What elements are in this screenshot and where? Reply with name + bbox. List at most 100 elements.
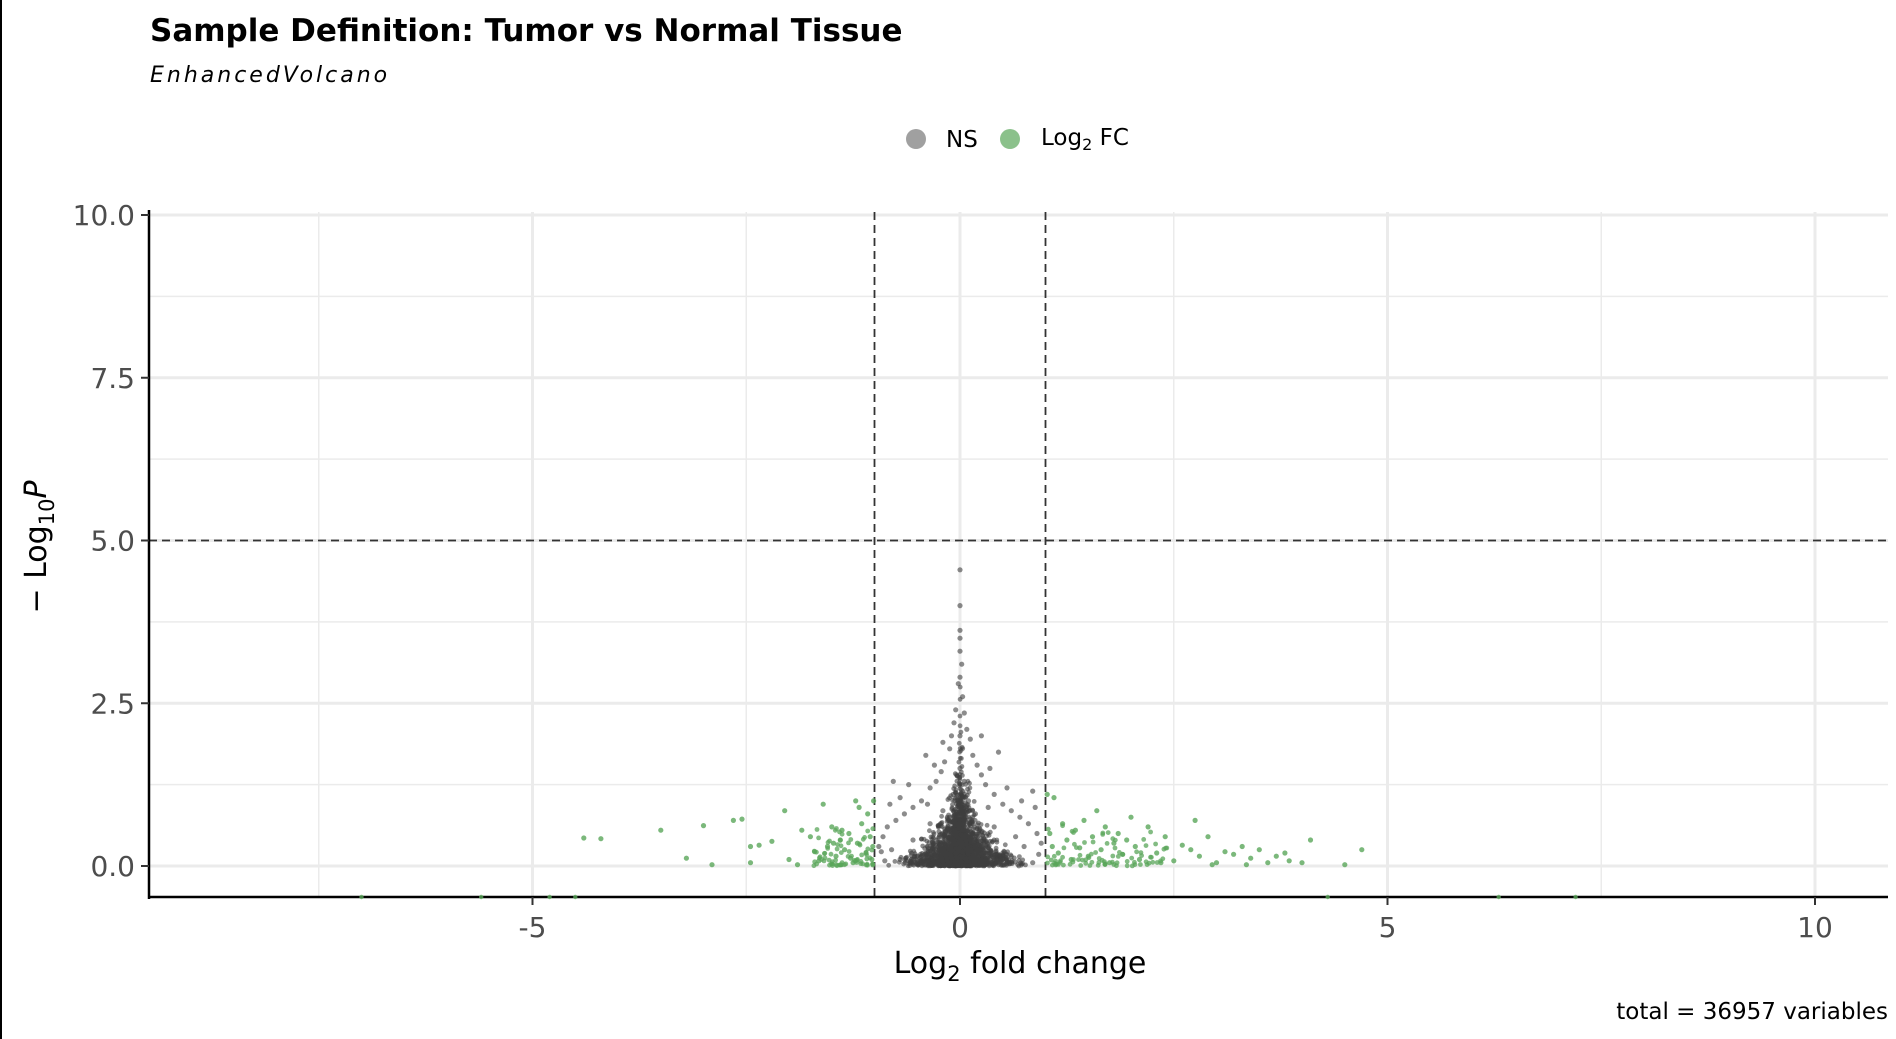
- point-fc: [1243, 862, 1249, 868]
- point-ns: [947, 820, 953, 826]
- point-ns: [923, 752, 929, 758]
- point-fc: [1093, 850, 1098, 855]
- point-fc: [1047, 830, 1053, 837]
- point-ns: [912, 851, 918, 857]
- point-axis: [479, 894, 484, 900]
- point-fc: [794, 862, 801, 868]
- point-ns: [957, 635, 963, 641]
- point-ns: [930, 857, 936, 863]
- point-ns: [959, 849, 965, 855]
- point-fc: [1044, 791, 1050, 798]
- point-ns: [1008, 852, 1014, 858]
- point-ns: [957, 696, 963, 702]
- point-ns: [941, 862, 947, 867]
- point-ns: [909, 856, 914, 862]
- point-fc: [1078, 863, 1084, 868]
- point-fc: [1143, 843, 1149, 848]
- point-ns: [970, 826, 976, 832]
- point-ns: [956, 849, 961, 854]
- point-fc: [1055, 850, 1061, 856]
- point-fc: [1089, 859, 1095, 865]
- point-ns: [947, 814, 952, 820]
- point-fc: [1081, 817, 1087, 824]
- point-ns: [948, 733, 955, 739]
- point-ns: [957, 791, 963, 797]
- point-fc: [1138, 862, 1143, 867]
- point-ns: [948, 848, 954, 853]
- caption: total = 36957 variables: [1616, 999, 1888, 1025]
- point-fc: [858, 861, 864, 866]
- point-fc: [1115, 830, 1121, 837]
- point-ns: [956, 740, 962, 746]
- point-ns: [890, 778, 896, 785]
- point-ns: [965, 828, 970, 834]
- point-ns: [933, 778, 939, 785]
- point-ns: [995, 749, 1002, 755]
- point-fc: [849, 853, 854, 859]
- point-fc: [838, 843, 844, 849]
- point-ns: [974, 762, 980, 768]
- point-fc: [730, 817, 737, 824]
- point-ns: [907, 848, 913, 854]
- point-ns: [986, 853, 992, 859]
- point-ns: [925, 858, 931, 863]
- point-ns: [957, 567, 963, 573]
- point-ns: [970, 808, 976, 814]
- point-fc: [853, 798, 859, 804]
- point-fc: [581, 835, 587, 841]
- point-ns: [978, 733, 985, 739]
- point-fc: [833, 862, 839, 868]
- point-fc: [1060, 854, 1065, 860]
- point-ns: [978, 851, 983, 856]
- point-ns: [979, 829, 985, 834]
- point-ns: [969, 817, 975, 823]
- point-ns: [988, 859, 993, 865]
- point-ns: [1016, 858, 1022, 863]
- point-fc: [825, 840, 831, 845]
- y-tick-label: 0.0: [90, 850, 135, 883]
- point-fc: [1342, 862, 1348, 868]
- point-ns: [998, 859, 1004, 864]
- point-fc: [867, 834, 873, 840]
- series-ns-core: [886, 684, 1028, 869]
- point-fc: [1205, 834, 1211, 840]
- x-tick-label: 10: [1797, 911, 1833, 944]
- point-fc: [1132, 859, 1137, 865]
- point-fc: [825, 846, 831, 851]
- point-axis: [359, 894, 364, 900]
- y-tick-label: 7.5: [90, 362, 135, 395]
- point-ns: [878, 849, 884, 855]
- point-fc: [1282, 850, 1288, 856]
- point-ns: [1019, 798, 1025, 804]
- point-fc: [782, 808, 788, 814]
- point-fc: [1070, 859, 1076, 865]
- point-ns: [949, 855, 954, 861]
- tick-labels: -5 0 5 10 0.0 2.5 5.0 7.5 10.0: [73, 199, 1833, 944]
- point-ns: [970, 752, 976, 758]
- point-ns: [957, 772, 963, 777]
- point-ns: [1036, 851, 1042, 857]
- point-ns: [965, 850, 971, 856]
- point-ns: [1008, 808, 1014, 814]
- point-fc: [826, 857, 832, 863]
- point-fc: [816, 835, 821, 841]
- point-ns: [953, 830, 959, 835]
- chart-subtitle: EnhancedVolcano: [150, 63, 390, 88]
- point-fc: [1307, 837, 1314, 843]
- point-fc: [1124, 837, 1130, 843]
- y-tick-label: 5.0: [90, 525, 135, 558]
- left-border: [0, 0, 2, 1039]
- point-ns: [956, 807, 962, 813]
- point-ns: [990, 839, 995, 844]
- point-fc: [1115, 854, 1121, 859]
- point-fc: [833, 853, 839, 859]
- legend: NS Log2 FC: [906, 125, 1129, 154]
- legend-swatch-fc: [1000, 129, 1020, 149]
- point-ns: [929, 837, 935, 842]
- point-fc: [842, 862, 847, 868]
- point-fc: [1058, 858, 1063, 864]
- point-fc: [1145, 824, 1151, 830]
- point-ns: [936, 824, 941, 830]
- point-fc: [1273, 853, 1279, 859]
